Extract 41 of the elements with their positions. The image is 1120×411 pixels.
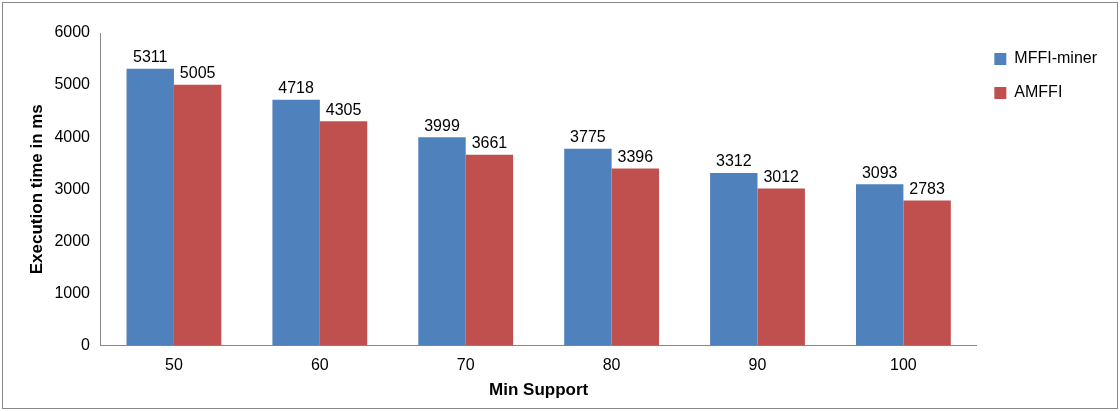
data-label: 3661 — [471, 134, 508, 152]
x-axis-title: Min Support — [489, 380, 589, 400]
legend-label: MFFI-miner — [1014, 49, 1098, 67]
data-label: 5005 — [179, 64, 216, 82]
y-tick-label: 5000 — [54, 75, 91, 93]
x-tick-label: 90 — [748, 356, 767, 374]
y-tick-label: 0 — [81, 335, 91, 353]
y-tick-label: 3000 — [54, 179, 91, 197]
bar — [710, 172, 758, 346]
bar — [418, 137, 466, 346]
x-tick-label: 60 — [310, 356, 329, 374]
bar — [319, 121, 368, 346]
data-label: 3012 — [763, 167, 800, 185]
x-tick-label: 80 — [602, 356, 621, 374]
y-tick-label: 2000 — [54, 231, 91, 249]
bar — [855, 184, 904, 346]
bar — [757, 188, 805, 346]
bar — [564, 148, 612, 346]
bar — [465, 154, 514, 346]
bar — [903, 200, 951, 346]
data-label: 2783 — [909, 179, 945, 197]
bar — [611, 168, 660, 346]
y-tick-label: 4000 — [54, 127, 91, 145]
data-label: 3999 — [424, 116, 460, 134]
data-label: 3093 — [861, 163, 898, 181]
x-tick-label: 70 — [456, 356, 475, 374]
data-label: 4305 — [325, 100, 362, 118]
x-tick-label: 100 — [890, 356, 917, 374]
bar — [126, 68, 174, 346]
data-label: 3775 — [570, 128, 606, 146]
data-label: 4718 — [278, 79, 315, 97]
bar — [173, 84, 222, 346]
data-label: 5311 — [133, 48, 168, 66]
bar — [272, 99, 320, 346]
y-tick-label: 1000 — [54, 283, 91, 301]
y-tick-label: 6000 — [54, 23, 91, 41]
data-label: 3396 — [617, 147, 654, 165]
legend-label: AMFFI — [1014, 83, 1063, 101]
x-tick-label: 50 — [165, 356, 183, 374]
y-axis-title: Execution time in ms — [26, 104, 46, 275]
data-label: 3312 — [716, 152, 752, 170]
